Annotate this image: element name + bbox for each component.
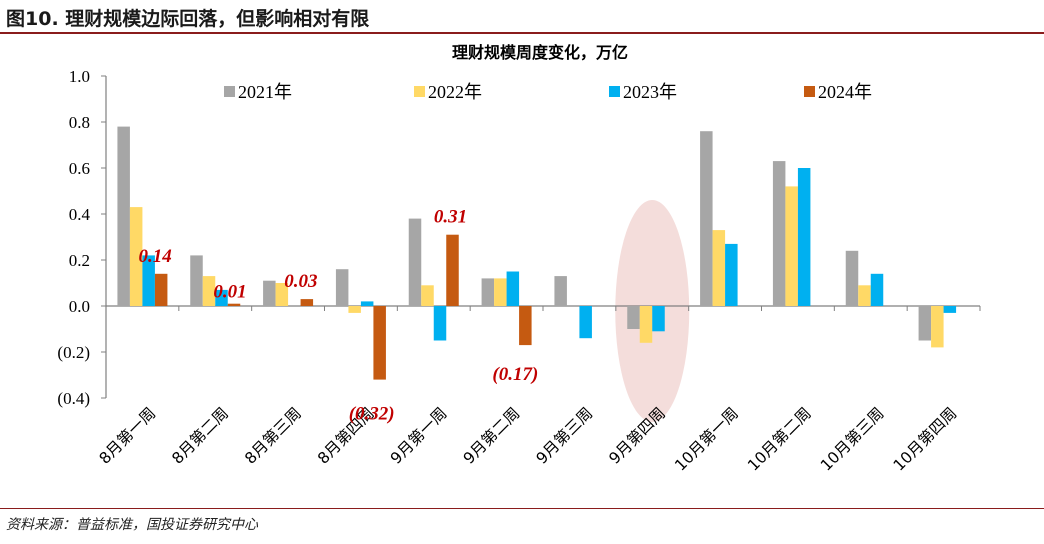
y-tick-label: 1.0 (69, 67, 90, 86)
bar-2024年 (519, 306, 532, 346)
legend-swatch (224, 86, 235, 97)
bar-2024年 (446, 234, 459, 306)
data-label: 0.03 (284, 271, 317, 292)
legend-swatch (609, 86, 620, 97)
x-category-label: 8月第一周 (96, 404, 160, 468)
legend-label: 2023年 (623, 82, 677, 102)
data-label: (0.17) (492, 364, 538, 385)
bar-2022年 (712, 230, 726, 306)
y-tick-label: 0.2 (69, 251, 90, 270)
x-category-label: 9月第一周 (387, 404, 451, 468)
bar-2022年 (275, 283, 289, 306)
data-label: 0.01 (213, 282, 246, 303)
x-category-label: 9月第四周 (606, 404, 670, 468)
x-category-label: 10月第一周 (671, 404, 742, 475)
y-tick-label: 0.4 (69, 205, 91, 224)
bar-2024年 (227, 303, 241, 306)
legend-label: 2021年 (238, 82, 292, 102)
bar-2024年 (300, 299, 314, 306)
legend-swatch (804, 86, 815, 97)
bar-2021年 (554, 276, 567, 306)
bar-2023年 (360, 301, 374, 306)
bar-2023年 (142, 255, 155, 306)
bar-2022年 (421, 285, 434, 306)
bar-2021年 (918, 306, 932, 341)
figure-title: 图10. 理财规模边际回落，但影响相对有限 (6, 8, 370, 30)
bar-2022年 (129, 207, 143, 306)
data-label: 0.14 (139, 246, 172, 267)
legend-swatch (414, 86, 425, 97)
footer-divider (0, 508, 1044, 509)
bar-2024年 (373, 306, 386, 380)
bar-2021年 (845, 250, 859, 306)
bar-2021年 (190, 255, 203, 306)
y-tick-label: 0.6 (69, 159, 90, 178)
x-category-label: 9月第三周 (533, 404, 597, 468)
bar-2023年 (870, 273, 884, 306)
bar-2022年 (202, 276, 216, 306)
bar-2023年 (433, 306, 447, 341)
bar-2023年 (215, 289, 228, 306)
bar-2021年 (481, 278, 495, 306)
x-category-label: 10月第四周 (890, 404, 961, 475)
bar-2021年 (772, 161, 786, 306)
chart-title: 理财规模周度变化，万亿 (452, 43, 628, 62)
y-tick-label: 0.0 (69, 297, 90, 316)
bar-2022年 (785, 186, 798, 306)
bar-2021年 (335, 269, 349, 306)
bar-2021年 (117, 126, 130, 306)
bar-2022年 (639, 306, 653, 343)
y-tick-label: 0.8 (69, 113, 90, 132)
source-note: 资料来源：普益标准，国投证券研究中心 (6, 517, 258, 533)
bar-2022年 (494, 278, 507, 306)
legend-label: 2024年 (818, 82, 872, 102)
bar-2023年 (506, 271, 520, 306)
bar-2022年 (348, 306, 361, 313)
legend-label: 2022年 (428, 82, 482, 102)
bar-2021年 (627, 306, 640, 329)
title-divider (0, 32, 1044, 34)
weekly-scale-chart: 理财规模周度变化，万亿 1.0 0.8 0.6 0.4 0.2 0.0 (0.2) (0.4)… (57, 43, 981, 475)
bar-2023年 (797, 168, 811, 306)
x-category-label: 8月第二周 (169, 404, 233, 468)
bar-2023年 (943, 306, 957, 313)
x-category-label: 10月第三周 (817, 404, 888, 475)
bar-2023年 (725, 243, 738, 306)
bar-2021年 (263, 280, 276, 306)
bar-2024年 (154, 273, 168, 306)
data-label: 0.31 (434, 207, 467, 228)
x-category-label: 9月第二周 (460, 404, 524, 468)
y-tick-label: (0.4) (57, 389, 90, 408)
bar-2023年 (652, 306, 665, 332)
x-category-label: 10月第二周 (744, 404, 815, 475)
bar-2021年 (408, 218, 422, 306)
bar-2022年 (931, 306, 944, 348)
bar-2021年 (700, 131, 713, 306)
y-tick-label: (0.2) (57, 343, 90, 362)
x-category-label: 8月第三周 (241, 404, 305, 468)
data-label: (0.32) (349, 404, 395, 425)
bar-2022年 (858, 285, 871, 306)
bar-2023年 (579, 306, 592, 339)
